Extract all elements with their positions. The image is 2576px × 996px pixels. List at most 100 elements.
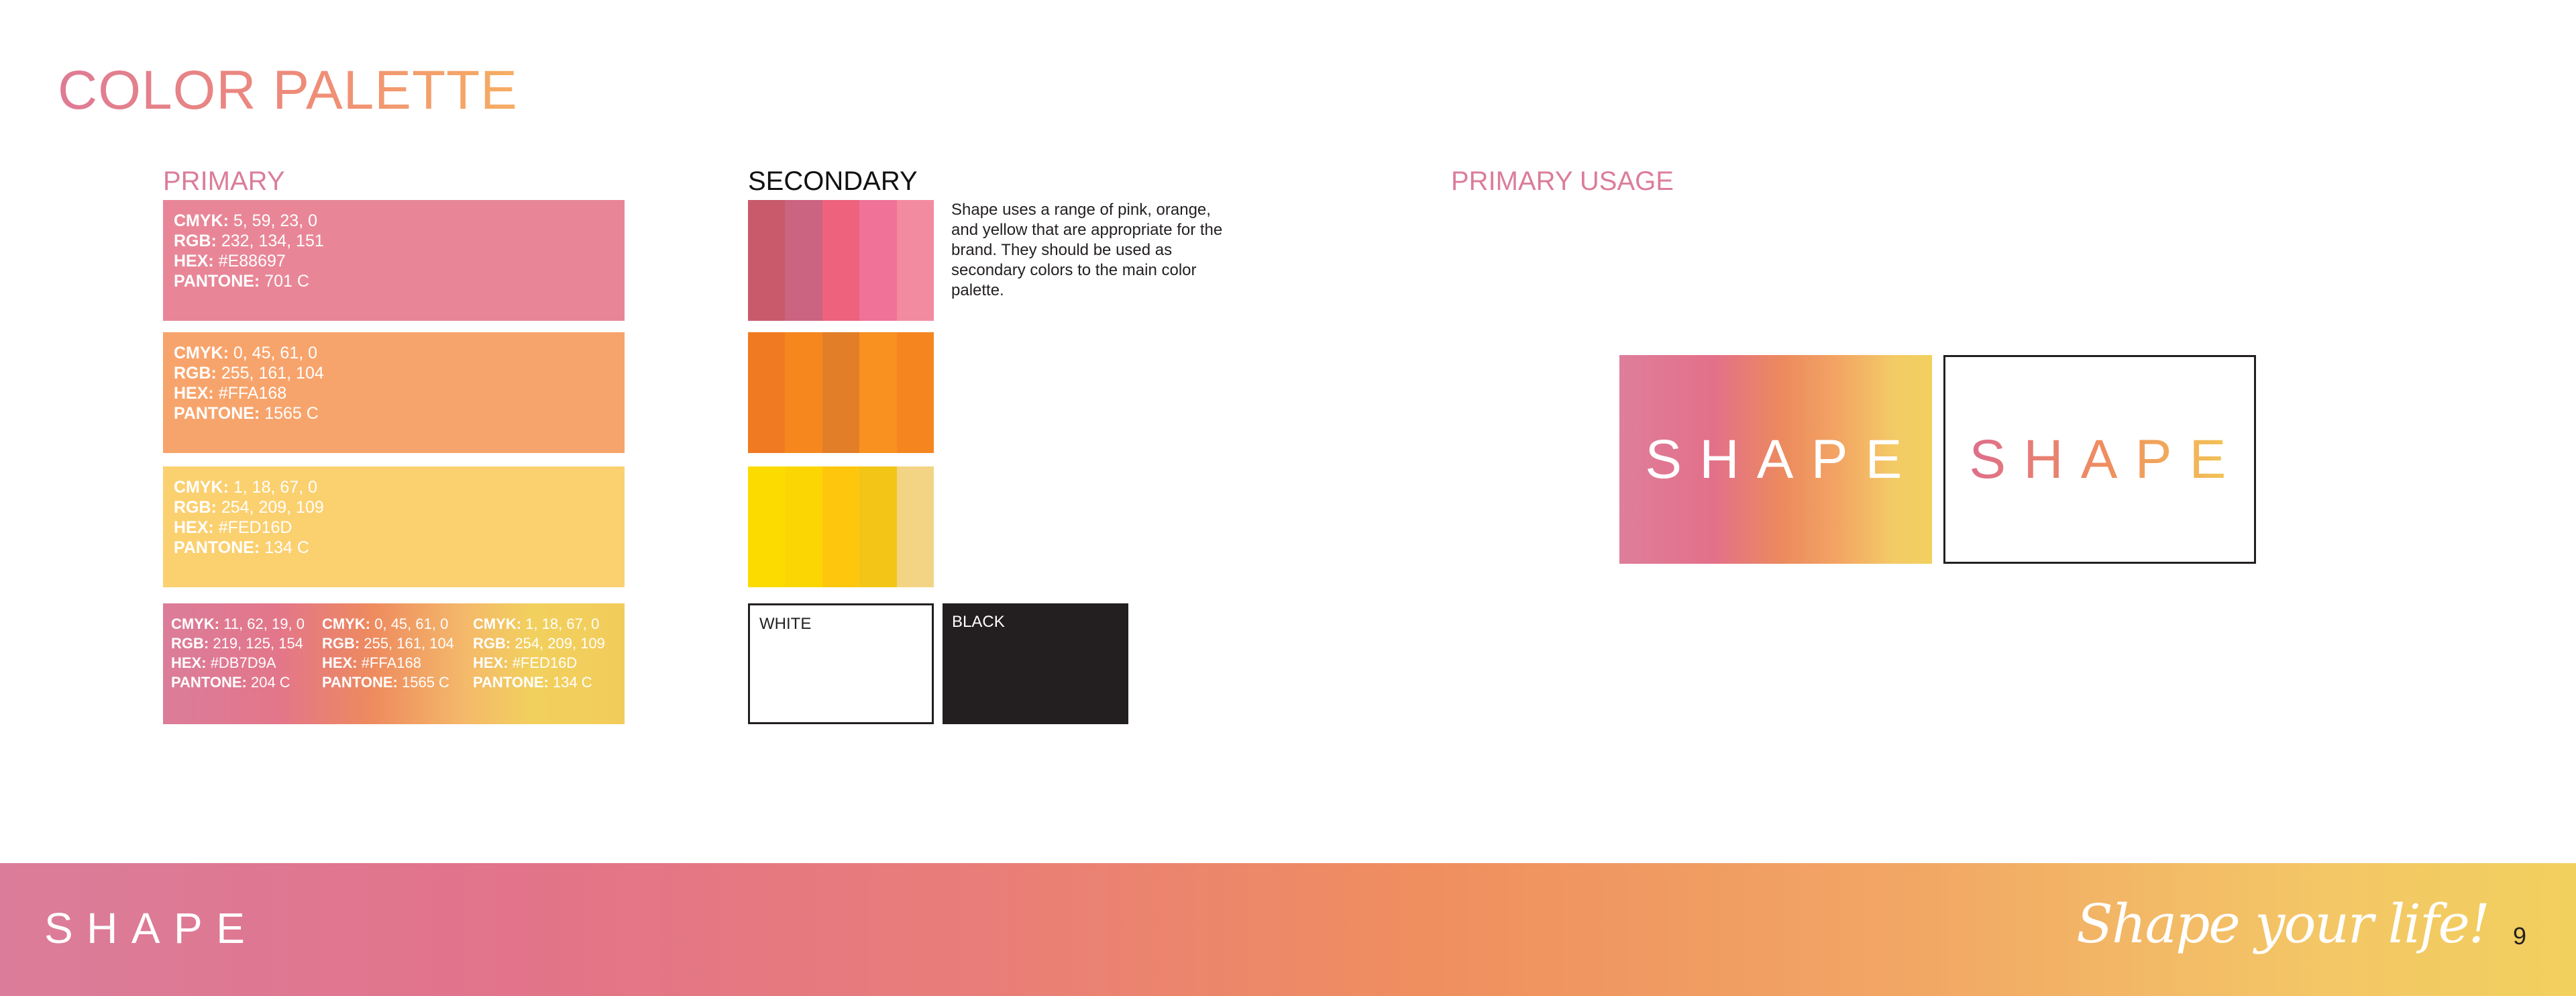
logo-text-gradient: SHAPE	[1969, 428, 2244, 490]
cmyk-value: 1, 18, 67, 0	[233, 478, 317, 497]
gradient-color-info: CMYK: 0, 45, 61, 0 RGB: 255, 161, 104 HEX:…	[322, 614, 470, 692]
primary-swatch: CMYK: 0, 45, 61, 0 RGB: 255, 161, 104 HEX:…	[163, 332, 625, 453]
pantone-line: PANTONE: 1565 C	[174, 403, 625, 424]
hex-value: #DB7D9A	[210, 654, 276, 671]
hex-label: HEX:	[174, 384, 214, 403]
cmyk-value: 0, 45, 61, 0	[374, 615, 449, 632]
secondary-color-chip	[748, 332, 786, 453]
rgb-line: RGB: 254, 209, 109	[174, 497, 625, 517]
logo-on-gradient: SHAPE	[1619, 355, 1932, 564]
page-title: COLOR PALETTE	[58, 60, 518, 121]
hex-line: HEX: #FFA168	[322, 653, 470, 673]
cmyk-line: CMYK: 11, 62, 19, 0	[171, 614, 319, 634]
rgb-value: 232, 134, 151	[221, 232, 324, 250]
secondary-strip	[748, 200, 934, 321]
pantone-line: PANTONE: 1565 C	[322, 673, 470, 692]
pantone-value: 1565 C	[401, 674, 449, 691]
primary-swatch: CMYK: 1, 18, 67, 0 RGB: 254, 209, 109 HEX:…	[163, 466, 625, 587]
hex-label: HEX:	[171, 654, 207, 671]
cmyk-value: 11, 62, 19, 0	[223, 615, 305, 632]
hex-value: #FFA168	[218, 384, 287, 403]
pantone-value: 1565 C	[264, 404, 319, 423]
primary-gradient-swatch: CMYK: 11, 62, 19, 0 RGB: 219, 125, 154 HEX…	[163, 603, 625, 724]
gradient-color-info: CMYK: 11, 62, 19, 0 RGB: 219, 125, 154 HEX…	[171, 614, 319, 692]
pantone-value: 134 C	[552, 674, 592, 691]
pantone-line: PANTONE: 134 C	[174, 538, 625, 558]
secondary-color-chip	[785, 200, 822, 321]
pantone-value: 701 C	[264, 272, 309, 291]
primary-usage-heading: PRIMARY USAGE	[1451, 166, 1674, 196]
cmyk-line: CMYK: 5, 59, 23, 0	[174, 211, 625, 231]
logo-on-white: SHAPE	[1943, 355, 2256, 564]
hex-label: HEX:	[322, 654, 358, 671]
secondary-color-chip	[785, 466, 822, 587]
rgb-value: 255, 161, 104	[221, 364, 324, 383]
secondary-color-chip	[822, 200, 860, 321]
rgb-label: RGB:	[171, 635, 209, 652]
secondary-strip	[748, 332, 934, 453]
pantone-label: PANTONE:	[322, 674, 398, 691]
secondary-color-chip	[748, 466, 786, 587]
pantone-line: PANTONE: 204 C	[171, 673, 319, 692]
cmyk-label: CMYK:	[174, 211, 229, 230]
secondary-color-chip	[859, 466, 897, 587]
footer-logo: SHAPE	[44, 904, 259, 952]
secondary-color-chip	[859, 200, 897, 321]
rgb-label: RGB:	[174, 498, 217, 517]
black-swatch: BLACK	[943, 603, 1128, 724]
rgb-line: RGB: 255, 161, 104	[174, 363, 625, 383]
hex-line: HEX: #DB7D9A	[171, 653, 319, 673]
pantone-label: PANTONE:	[174, 404, 260, 423]
secondary-color-chip	[896, 466, 934, 587]
cmyk-line: CMYK: 0, 45, 61, 0	[322, 614, 470, 634]
cmyk-value: 5, 59, 23, 0	[233, 211, 317, 230]
pantone-label: PANTONE:	[174, 538, 260, 557]
cmyk-label: CMYK:	[174, 344, 229, 362]
cmyk-line: CMYK: 0, 45, 61, 0	[174, 343, 625, 363]
rgb-line: RGB: 232, 134, 151	[174, 231, 625, 251]
hex-value: #E88697	[218, 252, 286, 270]
cmyk-label: CMYK:	[322, 615, 371, 632]
cmyk-value: 0, 45, 61, 0	[233, 344, 317, 362]
white-swatch: WHITE	[748, 603, 934, 724]
hex-line: HEX: #FFA168	[174, 383, 625, 403]
rgb-value: 254, 209, 109	[221, 498, 324, 517]
pantone-label: PANTONE:	[171, 674, 247, 691]
rgb-value: 219, 125, 154	[213, 635, 303, 652]
pantone-value: 204 C	[250, 674, 290, 691]
secondary-color-chip	[748, 200, 786, 321]
gradient-color-info: CMYK: 1, 18, 67, 0 RGB: 254, 209, 109 HEX:…	[473, 614, 621, 692]
pantone-line: PANTONE: 134 C	[473, 673, 621, 692]
secondary-color-chip	[822, 466, 860, 587]
secondary-description: Shape uses a range of pink, orange, and …	[951, 201, 1223, 299]
rgb-value: 254, 209, 109	[515, 635, 605, 652]
rgb-line: RGB: 255, 161, 104	[322, 634, 470, 653]
hex-line: HEX: #FED16D	[174, 517, 625, 538]
hex-line: HEX: #FED16D	[473, 653, 621, 673]
secondary-color-chip	[896, 332, 934, 453]
cmyk-line: CMYK: 1, 18, 67, 0	[473, 614, 621, 634]
page-number: 9	[2513, 922, 2527, 950]
rgb-label: RGB:	[322, 635, 360, 652]
hex-line: HEX: #E88697	[174, 251, 625, 271]
rgb-line: RGB: 219, 125, 154	[171, 634, 319, 653]
pantone-value: 134 C	[264, 538, 309, 557]
rgb-label: RGB:	[174, 364, 217, 383]
cmyk-label: CMYK:	[171, 615, 220, 632]
primary-heading: PRIMARY	[163, 166, 285, 196]
cmyk-label: CMYK:	[473, 615, 522, 632]
rgb-value: 255, 161, 104	[364, 635, 454, 652]
secondary-color-chip	[896, 200, 934, 321]
secondary-strip	[748, 466, 934, 587]
cmyk-value: 1, 18, 67, 0	[525, 615, 600, 632]
hex-value: #FED16D	[218, 518, 292, 537]
tagline: Shape your life!	[2076, 893, 2490, 955]
cmyk-label: CMYK:	[174, 478, 229, 497]
secondary-heading: SECONDARY	[748, 166, 918, 196]
pantone-line: PANTONE: 701 C	[174, 271, 625, 291]
black-label: BLACK	[952, 613, 1005, 631]
hex-label: HEX:	[473, 654, 508, 671]
hex-value: #FFA168	[361, 654, 421, 671]
rgb-line: RGB: 254, 209, 109	[473, 634, 621, 653]
secondary-color-chip	[822, 332, 860, 453]
